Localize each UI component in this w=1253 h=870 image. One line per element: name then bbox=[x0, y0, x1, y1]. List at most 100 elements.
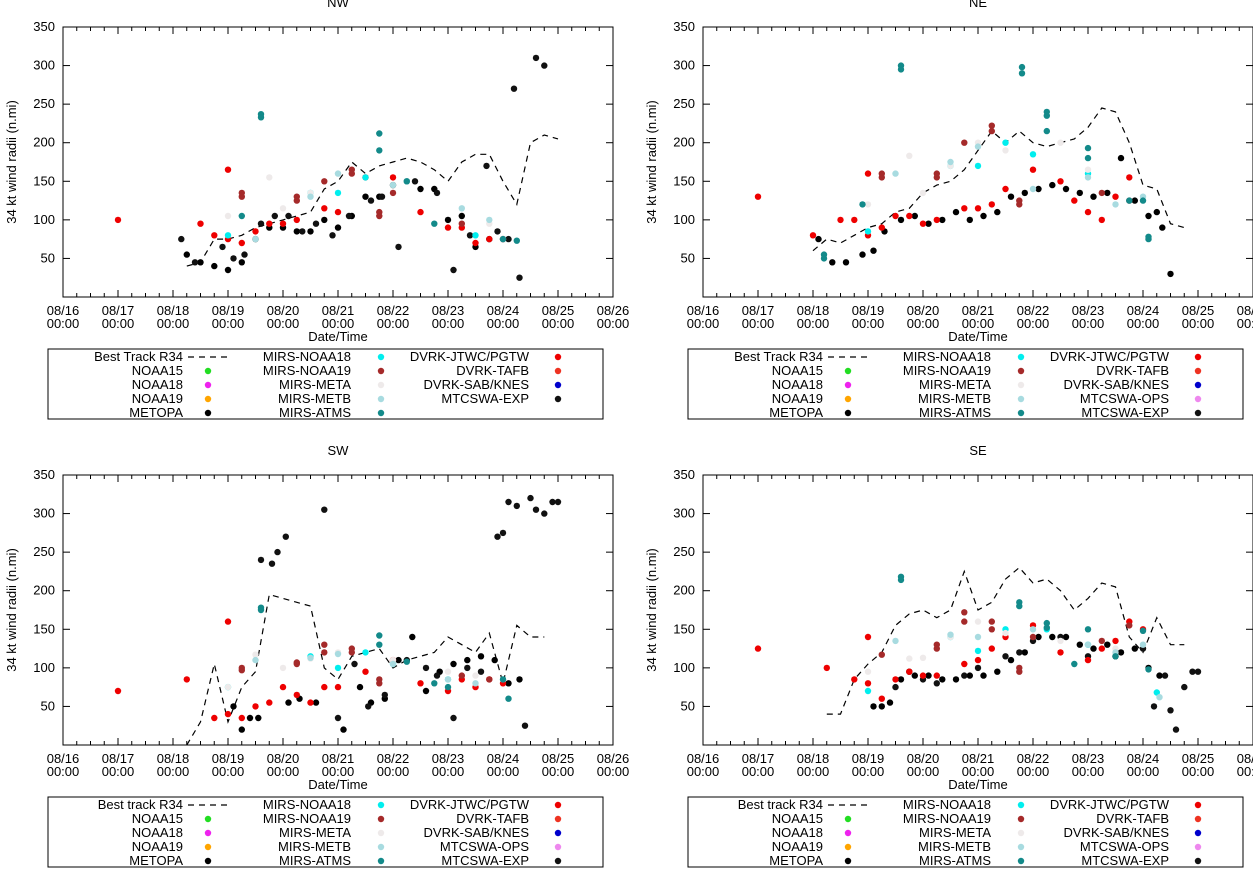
y-tick-label: 350 bbox=[673, 19, 695, 34]
series-metopa bbox=[815, 154, 1174, 278]
series-mirs-atms bbox=[820, 62, 1152, 262]
legend-label: MIRS-ATMS bbox=[919, 405, 991, 420]
data-point bbox=[271, 212, 278, 220]
data-point bbox=[266, 699, 273, 706]
data-point bbox=[1126, 174, 1133, 181]
data-point bbox=[966, 672, 973, 679]
data-point bbox=[472, 672, 479, 679]
legend-dot-swatch bbox=[1194, 829, 1202, 837]
data-point bbox=[178, 235, 185, 243]
x-tick-date: 08/24 bbox=[487, 303, 520, 318]
data-point bbox=[1035, 185, 1042, 193]
data-point bbox=[1084, 144, 1092, 152]
data-point bbox=[1189, 668, 1196, 675]
legend-label: MIRS-ATMS bbox=[919, 853, 991, 868]
x-tick-time: 00:00 bbox=[377, 316, 410, 331]
data-point bbox=[345, 212, 353, 220]
legend-label: NOAA18 bbox=[772, 825, 823, 840]
x-tick-date: 08/22 bbox=[377, 303, 410, 318]
data-point bbox=[1029, 185, 1037, 193]
data-point bbox=[864, 228, 872, 235]
y-axis-label: 34 kt wind radii (n.mi) bbox=[4, 100, 19, 224]
series-mirs-atms bbox=[897, 573, 1152, 673]
data-point bbox=[754, 193, 762, 200]
data-point bbox=[1076, 641, 1084, 648]
legend-dot-swatch bbox=[554, 829, 562, 837]
data-point bbox=[961, 139, 968, 146]
data-point bbox=[906, 655, 913, 662]
data-point bbox=[1084, 166, 1092, 173]
data-point bbox=[257, 556, 265, 564]
data-point bbox=[1016, 649, 1023, 656]
data-point bbox=[1145, 666, 1152, 673]
x-axis-label: Date/Time bbox=[948, 777, 1007, 792]
data-point bbox=[823, 664, 830, 672]
data-point bbox=[532, 54, 540, 62]
data-point bbox=[1057, 139, 1064, 146]
x-tick-date: 08/25 bbox=[542, 751, 575, 766]
x-tick-time: 00:00 bbox=[1182, 316, 1215, 331]
data-point bbox=[211, 232, 218, 239]
y-tick-label: 100 bbox=[673, 212, 695, 227]
legend-label: DVRK-TAFB bbox=[1096, 811, 1169, 826]
x-tick-date: 08/26 bbox=[597, 751, 630, 766]
x-tick-date: 08/17 bbox=[742, 751, 775, 766]
data-point bbox=[919, 654, 927, 661]
data-point bbox=[829, 259, 836, 266]
data-point bbox=[285, 212, 292, 220]
legend-dot-swatch bbox=[204, 381, 212, 389]
data-point bbox=[1062, 633, 1070, 641]
legend-frame bbox=[687, 796, 1244, 868]
data-point bbox=[348, 649, 355, 656]
data-point bbox=[933, 174, 940, 181]
data-point bbox=[293, 216, 300, 224]
data-point bbox=[389, 189, 397, 197]
data-point bbox=[334, 189, 342, 197]
chart-title: NE bbox=[969, 0, 987, 10]
series-mirs-noaa19 bbox=[238, 166, 465, 227]
y-tick-label: 250 bbox=[673, 96, 695, 111]
data-point bbox=[238, 667, 245, 674]
data-point bbox=[925, 672, 932, 679]
legend-dot-swatch bbox=[377, 829, 385, 837]
data-point bbox=[1126, 622, 1133, 629]
data-point bbox=[1181, 683, 1188, 691]
data-point bbox=[365, 703, 372, 710]
data-point bbox=[897, 216, 905, 224]
x-axis-label: Date/Time bbox=[948, 329, 1007, 344]
data-point bbox=[1002, 185, 1009, 193]
data-point bbox=[477, 653, 485, 660]
data-point bbox=[1159, 224, 1166, 231]
data-point bbox=[224, 232, 232, 239]
data-point bbox=[246, 714, 254, 722]
x-tick-date: 08/20 bbox=[267, 751, 300, 766]
data-point bbox=[211, 714, 218, 722]
data-point bbox=[878, 224, 885, 231]
series-metopa bbox=[870, 633, 1163, 710]
legend-dot-swatch bbox=[844, 409, 852, 417]
x-tick-time: 00:00 bbox=[487, 316, 520, 331]
data-point bbox=[252, 651, 259, 658]
data-point bbox=[521, 722, 529, 729]
legend-dot-swatch bbox=[1194, 815, 1202, 823]
data-point bbox=[1139, 641, 1147, 648]
y-tick-label: 200 bbox=[673, 583, 695, 598]
data-point bbox=[892, 170, 899, 177]
legend-dot-swatch bbox=[844, 395, 852, 403]
data-point bbox=[974, 143, 982, 150]
y-tick-label: 150 bbox=[673, 173, 695, 188]
data-point bbox=[1112, 637, 1119, 645]
legend-label: DVRK-JTWC/PGTW bbox=[1050, 349, 1170, 364]
data-point bbox=[197, 220, 204, 227]
data-point bbox=[1098, 637, 1106, 645]
data-point bbox=[1156, 694, 1163, 701]
data-point bbox=[389, 181, 397, 189]
data-point bbox=[238, 193, 245, 200]
data-point bbox=[994, 208, 1001, 216]
data-point bbox=[505, 498, 512, 506]
data-point bbox=[897, 66, 905, 73]
y-axis-label: 34 kt wind radii (n.mi) bbox=[4, 548, 19, 672]
data-point bbox=[906, 152, 913, 159]
data-point bbox=[549, 498, 556, 506]
